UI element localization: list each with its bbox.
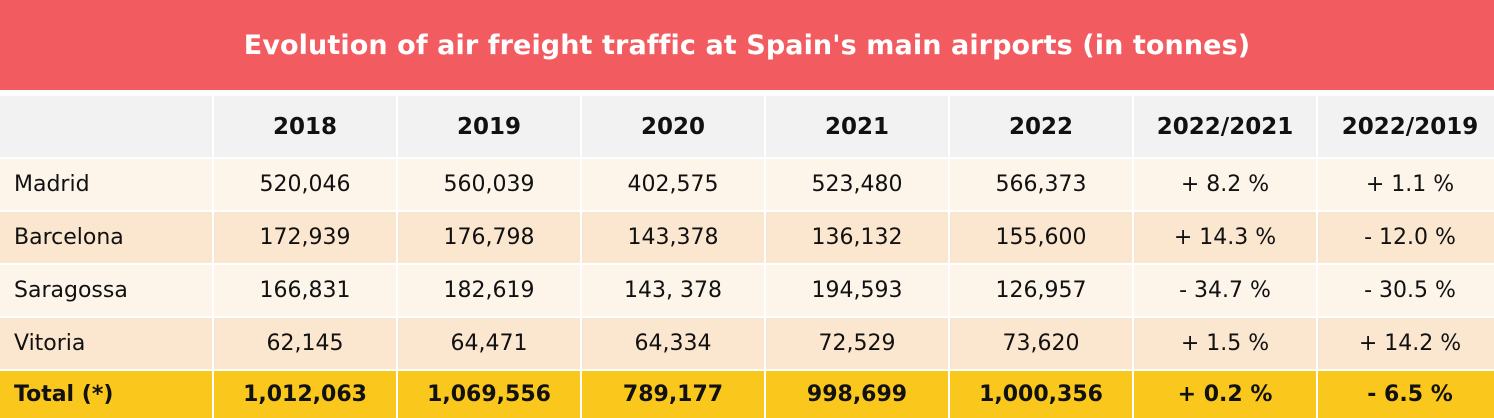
row-label-vitoria: Vitoria (0, 318, 212, 369)
table-cell: 194,593 (766, 265, 948, 316)
table-cell: 136,132 (766, 212, 948, 263)
row-label-madrid: Madrid (0, 159, 212, 210)
column-header-2019: 2019 (398, 96, 580, 157)
row-label-saragossa: Saragossa (0, 265, 212, 316)
table-cell: 155,600 (950, 212, 1132, 263)
table-cell: 64,471 (398, 318, 580, 369)
total-cell: - 6.5 % (1318, 371, 1494, 418)
table-cell: 126,957 (950, 265, 1132, 316)
table-cell: 143,378 (582, 212, 764, 263)
total-cell: 1,069,556 (398, 371, 580, 418)
column-header-2020: 2020 (582, 96, 764, 157)
total-cell: 789,177 (582, 371, 764, 418)
table-cell: 523,480 (766, 159, 948, 210)
table-cell: + 14.3 % (1134, 212, 1316, 263)
table-cell: 166,831 (214, 265, 396, 316)
total-cell: + 0.2 % (1134, 371, 1316, 418)
header-corner (0, 96, 212, 157)
table-cell: 182,619 (398, 265, 580, 316)
table-cell: + 14.2 % (1318, 318, 1494, 369)
table-cell: 64,334 (582, 318, 764, 369)
table-cell: 172,939 (214, 212, 396, 263)
table-cell: 72,529 (766, 318, 948, 369)
table-cell: - 12.0 % (1318, 212, 1494, 263)
column-header-2022: 2022 (950, 96, 1132, 157)
total-cell: 1,012,063 (214, 371, 396, 418)
table-cell: 560,039 (398, 159, 580, 210)
table-cell: + 1.1 % (1318, 159, 1494, 210)
total-cell: 998,699 (766, 371, 948, 418)
column-header-2022-vs-2019: 2022/2019 (1318, 96, 1494, 157)
row-label-barcelona: Barcelona (0, 212, 212, 263)
table-cell: 402,575 (582, 159, 764, 210)
table-cell: 520,046 (214, 159, 396, 210)
column-header-2021: 2021 (766, 96, 948, 157)
column-header-2022-vs-2021: 2022/2021 (1134, 96, 1316, 157)
table-title: Evolution of air freight traffic at Spai… (0, 0, 1494, 90)
table-cell: + 8.2 % (1134, 159, 1316, 210)
table-cell: 566,373 (950, 159, 1132, 210)
table-cell: - 34.7 % (1134, 265, 1316, 316)
table-cell: 143, 378 (582, 265, 764, 316)
row-label-total: Total (*) (0, 371, 212, 418)
freight-table: 2018 2019 2020 2021 2022 2022/2021 2022/… (0, 96, 1494, 418)
table-cell: 62,145 (214, 318, 396, 369)
table-cell: - 30.5 % (1318, 265, 1494, 316)
table-cell: 73,620 (950, 318, 1132, 369)
column-header-2018: 2018 (214, 96, 396, 157)
table-cell: + 1.5 % (1134, 318, 1316, 369)
table-cell: 176,798 (398, 212, 580, 263)
total-cell: 1,000,356 (950, 371, 1132, 418)
